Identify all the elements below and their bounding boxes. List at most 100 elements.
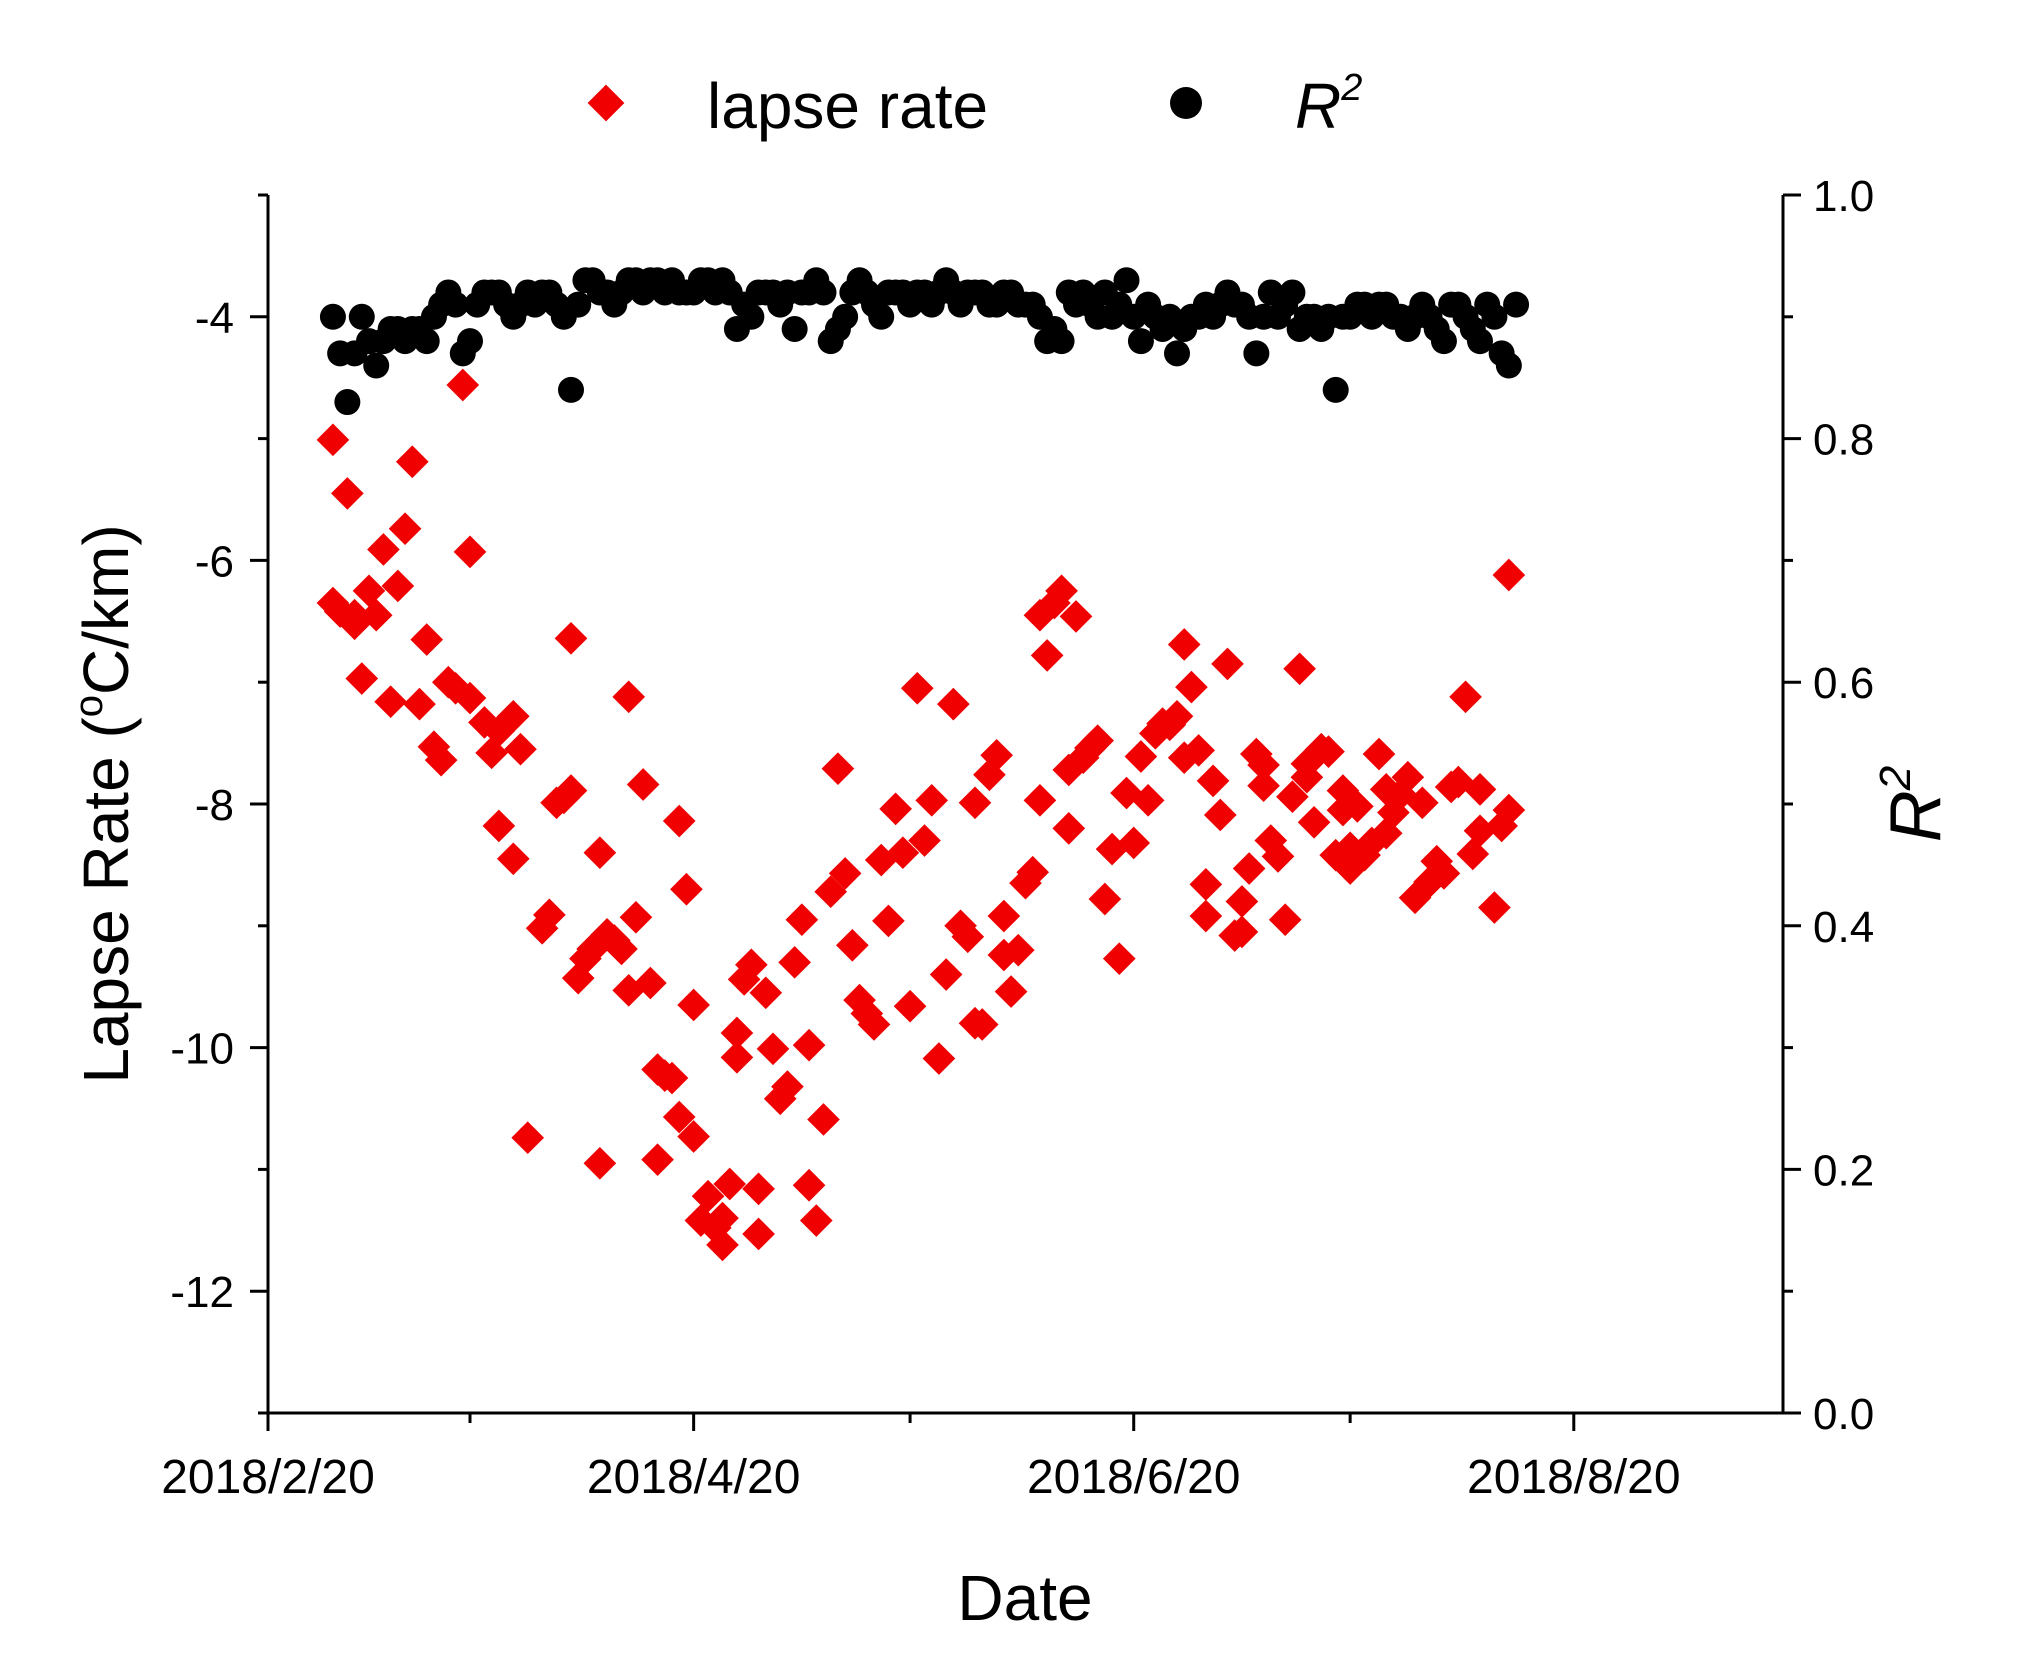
lapse-rate-point [1247,769,1280,803]
lapse-rate-point [1463,814,1497,848]
lapse-rate-point [1196,764,1230,798]
x-axis-ticks: 2018/2/20 2018/4/20 2018/6/20 2018/8/20 [161,1413,1681,1504]
lapse-rate-point [1225,915,1259,949]
legend-marker-lapse-rate [587,84,625,122]
lapse-rate-point [980,738,1013,772]
r2-point [363,352,390,379]
lapse-rate-point [388,512,422,546]
lapse-rate-point [1319,838,1353,872]
legend-label-lapse-rate: lapse rate [707,70,988,142]
legend-label-r2-base: R [1295,70,1341,142]
lapse-rate-point [886,836,920,870]
lapse-rate-point [662,804,696,838]
r2-point [810,279,837,306]
lapse-rate-point [1427,857,1461,890]
lapse-rate-point [792,1168,826,1202]
lapse-rate-point [677,1120,710,1153]
r2-point [319,303,346,330]
lapse-rate-point [821,752,855,786]
legend: lapse rate R2 [587,67,1362,142]
lapse-rate-point [1362,737,1396,771]
right-axis-title: R2 [1871,766,1956,842]
r2-point [1467,328,1493,355]
legend-label-r2: R2 [1295,67,1362,142]
lapse-rate-point [504,732,537,766]
lapse-rate-point [799,1204,833,1237]
lapse-rate-point [778,946,811,979]
lapse-rate-point [576,932,609,966]
lapse-rate-point [1420,844,1454,878]
r2-point [1495,352,1522,379]
lapse-rate-point [496,842,530,876]
r2-point [348,303,375,330]
right-tick-label: 1.0 [1813,172,1874,221]
lapse-rate-point [468,706,501,739]
lapse-rate-point [735,948,768,982]
lapse-rate-point [1297,805,1331,839]
lapse-rate-point [475,736,508,770]
lapse-rate-point [1449,680,1482,714]
lapse-rate-point [691,1179,725,1213]
lapse-rate-point [1124,740,1158,773]
left-axis-title-degree: o [67,695,111,717]
r2-point [781,315,808,342]
lapse-rate-point [836,928,869,962]
right-tick-label: 0.4 [1813,903,1874,952]
lapse-rate-point [1030,639,1064,672]
lapse-rate-point [1059,600,1093,633]
x-tick-label: 2018/6/20 [1027,1451,1241,1504]
lapse-rate-point [1102,942,1136,976]
left-tick-label: -4 [195,294,234,343]
lapse-rate-point [922,1042,956,1075]
lapse-rate-point [706,1228,739,1262]
lapse-rate-point [331,477,364,510]
right-tick-label: 0.8 [1813,416,1874,465]
lapse-rate-point [424,743,458,777]
lapse-rate-point [316,423,350,457]
r2-point [1279,279,1306,306]
lapse-rate-point [929,958,963,991]
right-axis-title-base: R [1876,790,1956,842]
lapse-rate-point [1478,891,1511,924]
lapse-rate-point [742,1217,775,1251]
lapse-rate-point [1203,798,1237,832]
left-tick-label: -12 [170,1268,234,1317]
lapse-rate-point [641,1143,674,1176]
lapse-rate-point [1492,793,1526,827]
lapse-rate-point [1398,881,1432,915]
left-axis-ticks: -12 -10 -8 -6 -4 [170,193,268,1415]
lapse-rate-point [619,900,653,934]
right-axis-ticks: 0.0 0.2 0.4 0.6 0.8 1.0 [1783,172,1874,1439]
lapse-rate-point [1261,840,1295,873]
lapse-rate-point [374,685,407,719]
lapse-rate-point [338,607,371,641]
lapse-rate-point [446,368,480,402]
lapse-rate-point [634,966,667,1000]
lapse-rate-point [807,1103,840,1136]
r2-point [1243,340,1270,367]
lapse-rate-point [453,535,487,569]
lapse-rate-point [605,932,638,966]
lapse-rate-point [1081,724,1114,757]
lapse-rate-point [1333,852,1367,885]
lapse-rate-point [1232,852,1266,885]
lapse-rate-point [410,623,444,656]
r2-point [1430,328,1457,355]
left-axis-title: Lapse Rate (oC/km) [67,524,142,1083]
lapse-rate-point [352,574,386,608]
x-tick-label: 2018/2/20 [161,1451,375,1504]
lapse-rate-point [453,681,487,715]
lapse-rate-point [958,786,992,820]
lapse-rate-point [1211,647,1244,681]
r2-point [558,376,584,403]
r2-point [1048,328,1075,355]
lapse-rate-point [915,784,949,817]
lapse-rate-point [1045,574,1078,608]
lapse-rate-point [872,904,905,938]
left-tick-label: -6 [195,537,234,586]
lapse-rate-point [655,1061,689,1095]
lapse-rate-point [900,671,934,705]
lapse-rate-point [345,662,379,695]
lapse-rate-point [583,836,617,870]
